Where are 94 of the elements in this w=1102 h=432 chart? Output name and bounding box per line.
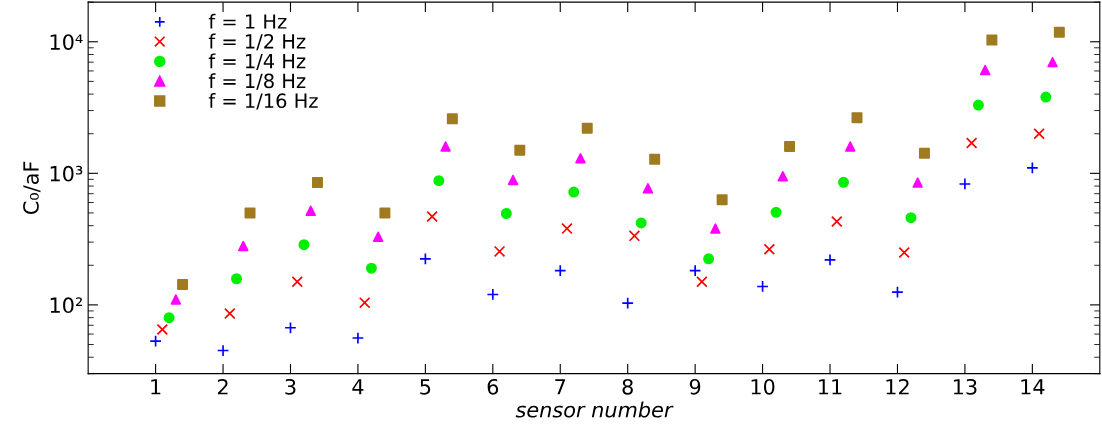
- x-tick-label: 2: [217, 378, 228, 395]
- legend-label: f = 1/8 Hz: [208, 73, 306, 90]
- y-tick-label: 10⁴: [50, 34, 83, 50]
- point: [958, 177, 972, 191]
- point: [918, 147, 930, 159]
- x-tick-label: 5: [420, 379, 431, 395]
- point: [621, 296, 634, 310]
- x-tick-label: 7: [555, 379, 566, 395]
- point: [784, 140, 796, 152]
- point: [177, 278, 189, 290]
- legend-label: f = 1 Hz: [208, 13, 287, 29]
- point: [986, 34, 998, 46]
- legend-label: f = 1/16 Hz: [208, 92, 318, 110]
- x-tick-label: 10: [751, 378, 775, 395]
- point: [224, 307, 236, 320]
- point: [845, 141, 856, 152]
- point: [965, 137, 978, 149]
- point: [365, 262, 377, 274]
- point: [561, 222, 573, 235]
- point: [379, 207, 391, 219]
- point: [244, 207, 256, 219]
- point: [216, 344, 230, 357]
- point: [696, 275, 708, 288]
- point: [642, 183, 654, 194]
- point: [831, 215, 843, 228]
- point: [419, 252, 432, 266]
- point: [770, 206, 782, 218]
- point: [156, 323, 169, 336]
- x-tick-label: 1: [151, 379, 161, 395]
- point: [514, 144, 526, 156]
- point: [703, 253, 715, 265]
- point: [433, 175, 445, 187]
- x-tick-label: 3: [285, 378, 296, 395]
- point: [710, 223, 721, 234]
- point: [507, 174, 519, 186]
- point: [575, 153, 586, 164]
- point: [1040, 91, 1052, 103]
- point: [777, 171, 789, 182]
- point: [905, 212, 917, 224]
- point: [649, 153, 661, 165]
- point: [688, 264, 702, 277]
- point: [284, 321, 297, 334]
- point: [372, 231, 384, 242]
- point: [763, 243, 776, 255]
- point: [311, 177, 323, 189]
- x-axis-title: sensor number: [515, 401, 674, 418]
- point: [912, 177, 923, 188]
- legend-label: f = 1/4 Hz: [208, 53, 306, 70]
- point: [170, 294, 182, 305]
- y-tick-label: 10³: [50, 165, 83, 182]
- point: [628, 230, 641, 242]
- point: [149, 334, 162, 348]
- point: [851, 112, 863, 124]
- x-tick-label: 6: [487, 378, 499, 395]
- point: [298, 239, 310, 251]
- point: [898, 246, 910, 259]
- point: [568, 186, 580, 198]
- point: [554, 264, 567, 277]
- y-axis-title: C₀/aF: [23, 161, 41, 215]
- point: [351, 331, 365, 345]
- point: [305, 205, 316, 216]
- x-tick-label: 4: [352, 379, 364, 395]
- x-tick-label: 13: [953, 378, 977, 395]
- point: [493, 245, 506, 258]
- point: [838, 176, 850, 188]
- point: [1026, 161, 1039, 175]
- point: [231, 273, 243, 285]
- point: [756, 280, 769, 293]
- point: [823, 253, 837, 267]
- point: [500, 208, 512, 219]
- legend-label: f = 1/2 Hz: [208, 33, 306, 51]
- point: [891, 285, 904, 299]
- point: [238, 240, 249, 252]
- point: [1047, 56, 1058, 68]
- point: [1053, 26, 1065, 38]
- x-tick-label: 8: [622, 378, 633, 395]
- point: [446, 113, 458, 125]
- point: [979, 64, 991, 76]
- point: [1033, 127, 1045, 140]
- x-tick-label: 9: [689, 378, 701, 395]
- point: [426, 210, 438, 223]
- point: [716, 194, 728, 206]
- point: [581, 122, 593, 134]
- point: [635, 217, 647, 229]
- point: [440, 141, 451, 152]
- point: [291, 275, 303, 288]
- point: [486, 288, 500, 301]
- point: [972, 99, 984, 111]
- x-tick-label: 11: [819, 379, 842, 395]
- point: [163, 312, 175, 324]
- x-tick-label: 14: [1021, 379, 1045, 395]
- x-tick-label: 12: [886, 378, 909, 395]
- y-tick-label: 10²: [50, 297, 82, 314]
- point: [358, 296, 371, 309]
